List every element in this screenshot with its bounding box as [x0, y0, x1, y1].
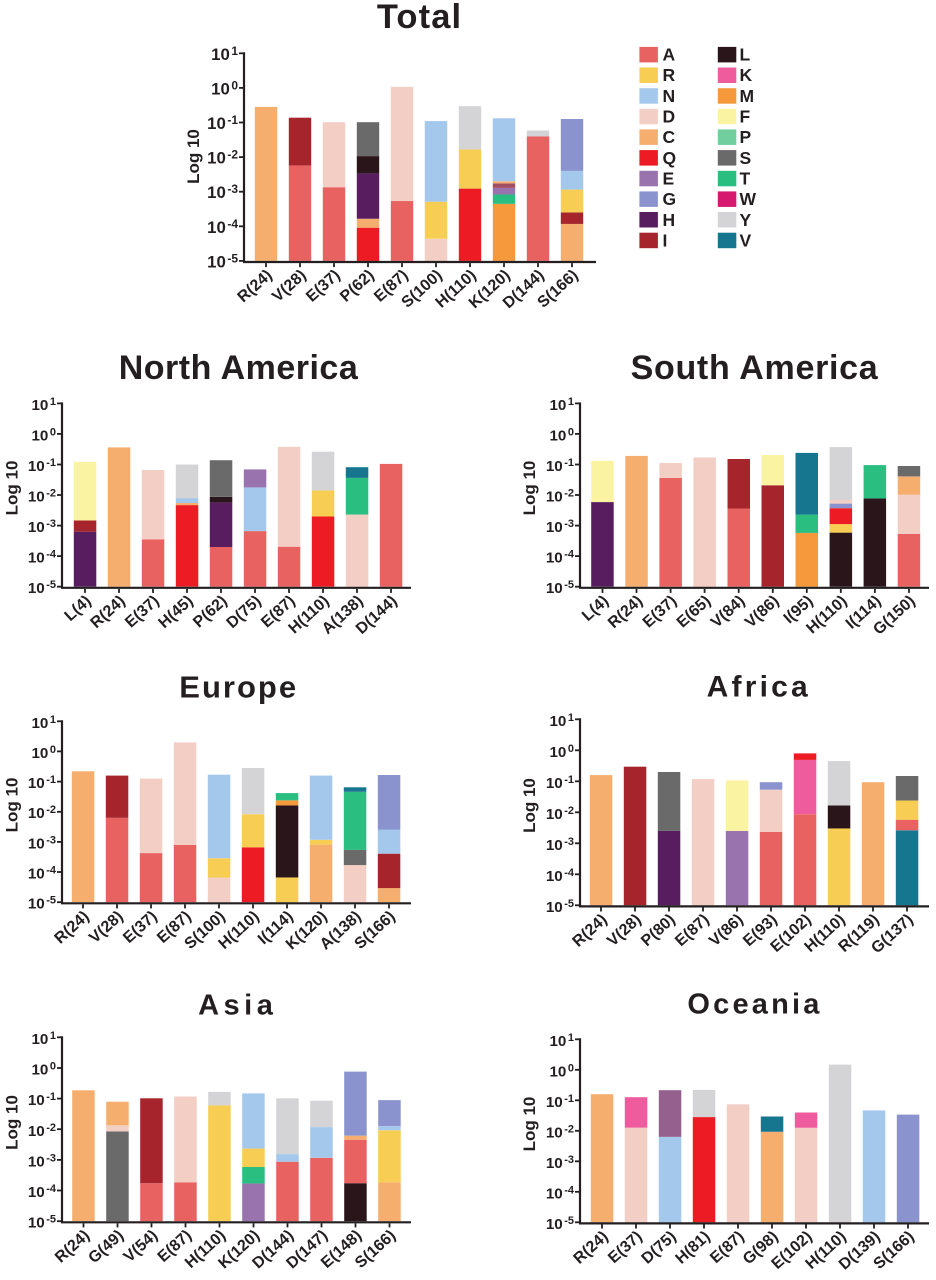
svg-text:Log 10: Log 10 — [520, 1097, 539, 1152]
svg-text:Log 10: Log 10 — [520, 778, 539, 833]
svg-text:P: P — [740, 127, 752, 147]
svg-text:W: W — [740, 189, 757, 209]
svg-text:Total: Total — [377, 0, 462, 36]
svg-text:North America: North America — [119, 349, 359, 387]
svg-text:V: V — [740, 230, 752, 250]
svg-text:Log 10: Log 10 — [3, 778, 22, 833]
svg-text:Log 10: Log 10 — [3, 1095, 22, 1150]
svg-text:Europe: Europe — [179, 670, 298, 705]
svg-text:C: C — [663, 127, 676, 147]
svg-text:South America: South America — [631, 349, 879, 387]
svg-text:I: I — [663, 230, 668, 250]
svg-text:A: A — [663, 45, 676, 65]
svg-text:F: F — [740, 107, 751, 127]
svg-text:Log 10: Log 10 — [184, 129, 203, 184]
svg-text:Asia: Asia — [198, 990, 277, 1022]
svg-text:M: M — [740, 86, 755, 106]
svg-text:L: L — [740, 45, 751, 65]
svg-text:N: N — [663, 86, 676, 106]
svg-text:G: G — [663, 189, 677, 209]
svg-text:E: E — [663, 169, 675, 189]
svg-text:D: D — [663, 107, 676, 127]
svg-text:H: H — [663, 210, 676, 230]
svg-text:Y: Y — [740, 210, 752, 230]
svg-text:R: R — [663, 65, 676, 85]
svg-text:Log 10: Log 10 — [520, 461, 539, 516]
svg-text:T: T — [740, 169, 751, 189]
svg-text:Africa: Africa — [707, 671, 811, 704]
svg-text:Q: Q — [663, 148, 677, 168]
svg-text:Oceania: Oceania — [687, 989, 822, 1021]
svg-text:Log 10: Log 10 — [3, 461, 22, 516]
svg-text:K: K — [740, 65, 753, 85]
svg-text:S: S — [740, 148, 752, 168]
